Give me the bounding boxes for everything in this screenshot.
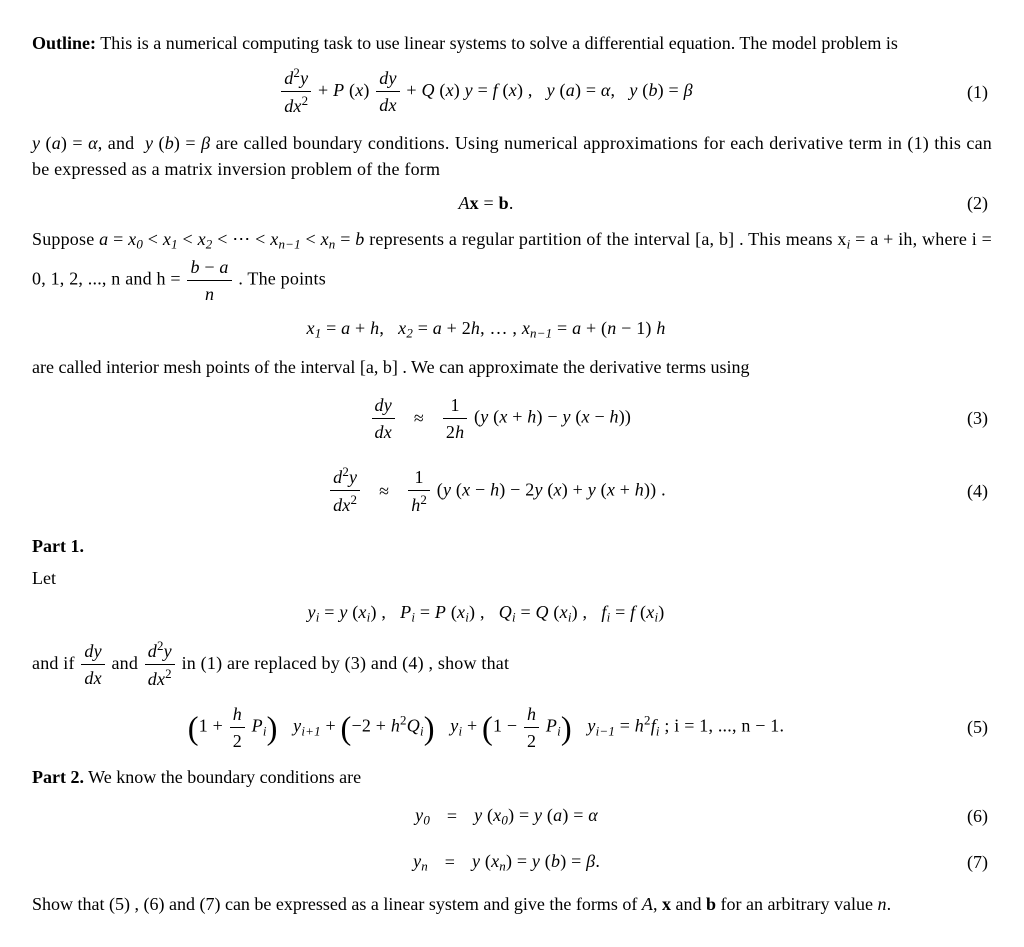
after-eq1-text: y (a) = α, and y (b) = β are called boun… xyxy=(32,130,992,182)
part2-intro: We know the boundary conditions are xyxy=(88,767,361,787)
part1-heading: Part 1. xyxy=(32,533,992,559)
equation-7-number: (7) xyxy=(940,849,992,875)
equation-1-body: d2ydx2 + P (x) dydx + Q (x) y = f (x) , … xyxy=(32,64,940,119)
part2-label: Part 2. xyxy=(32,767,84,787)
part1-label: Part 1. xyxy=(32,536,84,556)
equation-7: yn = y (xn) = y (b) = β. (7) xyxy=(32,844,992,880)
part1-replace-text: and if dydx and d2ydx2 in (1) are replac… xyxy=(32,637,992,692)
equation-5-number: (5) xyxy=(940,714,992,740)
equation-6: y0 = y (x0) = y (a) = α (6) xyxy=(32,798,992,834)
mesh-points-body: x1 = a + h, x2 = a + 2h, … , xn−1 = a + … xyxy=(32,315,940,343)
part2-closing: Show that (5) , (6) and (7) can be expre… xyxy=(32,891,992,917)
equation-6-number: (6) xyxy=(940,803,992,829)
equation-2-body: Ax = b. xyxy=(32,190,940,216)
part1-defs: yi = y (xi) , Pi = P (xi) , Qi = Q (xi) … xyxy=(32,599,992,627)
outline-label: Outline: xyxy=(32,33,96,53)
part2-heading: Part 2. We know the boundary conditions … xyxy=(32,764,992,790)
equation-4: d2ydx2 ≈ 1h2 (y (x − h) − 2y (x) + y (x … xyxy=(32,459,992,522)
equation-3-number: (3) xyxy=(940,405,992,431)
equation-2-number: (2) xyxy=(940,190,992,216)
equation-5: (1 + h2 Pi) yi+1 + (−2 + h2Qi) yi + (1 −… xyxy=(32,701,992,754)
outline-paragraph: Outline: This is a numerical computing t… xyxy=(32,30,992,56)
partition-text-d: . The points xyxy=(238,269,326,289)
equation-1: d2ydx2 + P (x) dydx + Q (x) y = f (x) , … xyxy=(32,64,992,119)
outline-text-before-eq1: This is a numerical computing task to us… xyxy=(100,33,898,53)
part1-let: Let xyxy=(32,565,992,591)
equation-1-number: (1) xyxy=(940,79,992,105)
equation-2: Ax = b. (2) xyxy=(32,190,992,216)
equation-4-number: (4) xyxy=(940,478,992,504)
partition-paragraph: Suppose a = x0 < x1 < x2 < ⋯ < xn−1 < xn… xyxy=(32,226,992,308)
equation-3: dydx ≈ 12h (y (x + h) − y (x − h)) (3) xyxy=(32,388,992,449)
interior-text: are called interior mesh points of the i… xyxy=(32,354,992,380)
mesh-points: x1 = a + h, x2 = a + 2h, … , xn−1 = a + … xyxy=(32,315,992,343)
partition-text-b: represents a regular partition of the in… xyxy=(369,229,846,249)
equation-5-body: (1 + h2 Pi) yi+1 + (−2 + h2Qi) yi + (1 −… xyxy=(32,701,940,754)
part1-defs-body: yi = y (xi) , Pi = P (xi) , Qi = Q (xi) … xyxy=(32,599,940,627)
